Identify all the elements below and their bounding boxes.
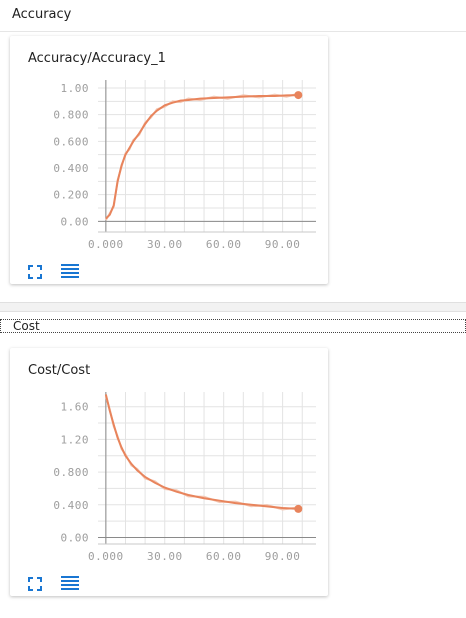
- accuracy-section-title: Accuracy: [12, 7, 72, 22]
- fullscreen-icon-glyph: [28, 577, 42, 591]
- x-tick-label: 60.00: [206, 238, 242, 251]
- fullscreen-icon[interactable]: [28, 264, 42, 283]
- y-tick-label: 0.600: [53, 135, 89, 148]
- cost-section-header[interactable]: Cost: [0, 319, 466, 333]
- list-icon-glyph: [61, 576, 79, 590]
- y-tick-label: 1.00: [61, 82, 90, 95]
- y-tick-label: 0.200: [53, 189, 89, 202]
- series-last-point: [294, 504, 303, 513]
- cost-chart[interactable]: 0.00 0.400 0.800 1.20 1.60 0.000 30.00 60.00 90.…: [10, 348, 328, 596]
- series-raw-line: [104, 395, 299, 511]
- y-tick-label: 0.800: [53, 109, 89, 122]
- accuracy-chart[interactable]: 0.00 0.200 0.400 0.600 0.800 1.00 0.000 30.00 60…: [10, 36, 328, 284]
- x-tick-label: 0.000: [88, 238, 124, 251]
- y-tick-label: 0.00: [61, 215, 90, 228]
- accuracy-section-header[interactable]: Accuracy: [0, 0, 466, 32]
- accuracy-chart-title: Accuracy/Accuracy_1: [28, 51, 166, 66]
- fullscreen-icon-glyph: [28, 265, 42, 279]
- list-icon-glyph: [61, 264, 79, 278]
- y-tick-label: 0.800: [53, 466, 89, 479]
- fullscreen-icon[interactable]: [28, 576, 42, 595]
- cost-section-title: Cost: [13, 319, 40, 333]
- cost-chart-card: Cost/Cost 0.00 0.400 0.800 1.20 1.60 0.000 30.…: [10, 348, 328, 596]
- y-tick-label: 0.00: [61, 531, 90, 544]
- y-tick-label: 0.400: [53, 499, 89, 512]
- list-icon[interactable]: [61, 575, 79, 594]
- x-tick-label: 90.00: [265, 550, 301, 563]
- list-icon[interactable]: [61, 263, 79, 282]
- x-tick-label: 30.00: [147, 550, 183, 563]
- y-tick-label: 1.60: [61, 401, 90, 414]
- y-tick-label: 1.20: [61, 433, 90, 446]
- series-line: [105, 94, 299, 220]
- y-tick-label: 0.400: [53, 162, 89, 175]
- series-last-point: [294, 91, 303, 100]
- accuracy-chart-card: Accuracy/Accuracy_1 0.00 0.200 0.400 0.600 0…: [10, 36, 328, 284]
- x-tick-label: 30.00: [147, 238, 183, 251]
- x-tick-label: 90.00: [265, 238, 301, 251]
- cost-chart-title: Cost/Cost: [28, 363, 91, 378]
- section-divider: [0, 302, 466, 312]
- series-raw-line: [104, 92, 299, 221]
- x-tick-label: 60.00: [206, 550, 242, 563]
- x-tick-label: 0.000: [88, 550, 124, 563]
- series-line: [104, 394, 299, 510]
